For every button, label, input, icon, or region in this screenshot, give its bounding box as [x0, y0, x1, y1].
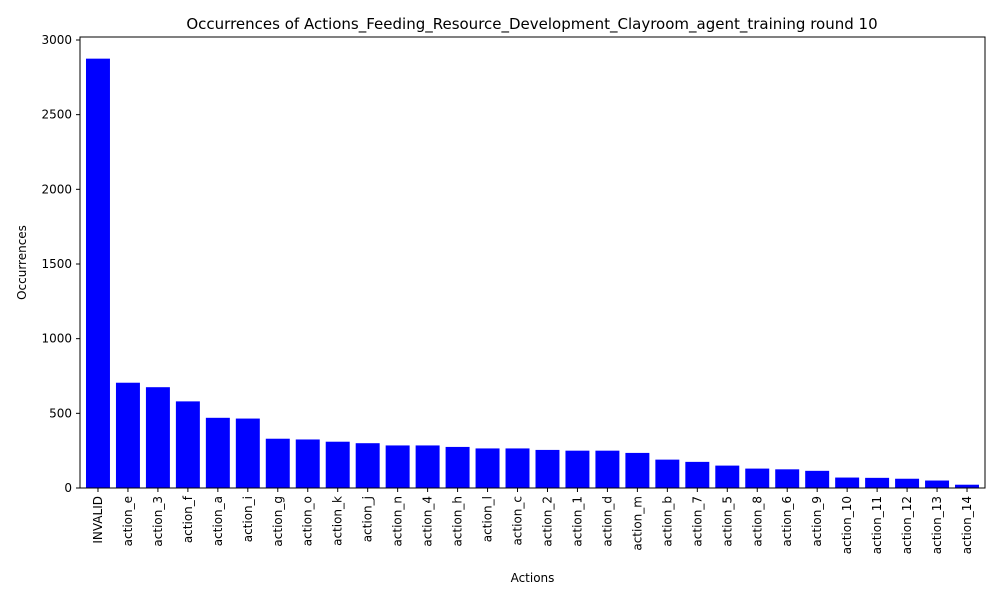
y-tick-label: 2500	[41, 108, 72, 122]
x-tick-label-action_9: action_9	[810, 496, 824, 547]
bar-action_12	[895, 478, 920, 488]
x-tick-label-action_a: action_a	[211, 496, 225, 546]
x-tick-label-action_b: action_b	[660, 496, 674, 547]
bar-action_14	[955, 484, 979, 488]
y-tick-label: 0	[64, 481, 72, 495]
x-tick-label-action_j: action_j	[361, 496, 375, 542]
bar-action_l	[475, 448, 500, 488]
bar-action_5	[715, 465, 740, 488]
x-axis-ticks: INVALID action_e action_3 action_f action_a a…	[91, 488, 974, 554]
bar-action_e	[115, 382, 140, 488]
x-tick-label-action_o: action_o	[301, 496, 315, 546]
bar-action_a	[205, 417, 230, 488]
x-tick-label-action_12: action_12	[900, 496, 914, 554]
bar-action_c	[505, 448, 530, 488]
bar-action_j	[355, 443, 380, 488]
y-tick-label: 1500	[41, 257, 72, 271]
bar-action_13	[925, 480, 950, 488]
x-tick-label-action_14: action_14	[960, 496, 974, 554]
x-tick-label-action_m: action_m	[630, 496, 644, 551]
plot-frame	[79, 36, 986, 489]
x-tick-label-action_e: action_e	[121, 496, 135, 546]
x-tick-label-action_c: action_c	[511, 496, 525, 546]
x-axis-label: Actions	[511, 571, 555, 585]
x-tick-label-action_d: action_d	[600, 496, 614, 547]
x-tick-label-action_4: action_4	[421, 496, 435, 547]
bar-action_f	[175, 401, 200, 488]
y-tick-label: 1000	[41, 332, 72, 346]
bar-action_7	[685, 461, 710, 488]
x-tick-label-action_i: action_i	[241, 496, 255, 542]
x-tick-label-action_f: action_f	[181, 495, 195, 543]
bar-action_10	[835, 477, 860, 488]
bar-action_h	[445, 446, 470, 488]
x-tick-label-action_3: action_3	[151, 496, 165, 547]
bar-action_g	[265, 438, 290, 488]
bar-action_n	[385, 445, 410, 488]
bar-action_i	[235, 418, 260, 488]
x-tick-label-action_11: action_11	[870, 496, 884, 554]
bar-action_b	[655, 459, 680, 488]
chart-title: Occurrences of Actions_Feeding_Resource_…	[186, 15, 877, 34]
x-tick-label-action_g: action_g	[271, 496, 285, 547]
bars-group	[85, 58, 979, 489]
bar-action_m	[625, 452, 650, 488]
bar-action_o	[295, 439, 320, 488]
bar-INVALID	[85, 58, 110, 489]
y-tick-label: 500	[49, 406, 72, 420]
x-tick-label-action_1: action_1	[570, 496, 584, 547]
x-tick-label-action_10: action_10	[840, 496, 854, 554]
y-axis-ticks: 0 500 1000 1500 2000 2500 3000	[41, 33, 80, 495]
bar-action_4	[415, 445, 440, 488]
x-tick-label-action_13: action_13	[930, 496, 944, 554]
bar-action_2	[535, 449, 560, 488]
y-tick-label: 2000	[41, 182, 72, 196]
bar-action_1	[565, 450, 590, 488]
bar-action_k	[325, 441, 350, 488]
x-tick-label-action_8: action_8	[750, 496, 764, 547]
bar-action_d	[595, 450, 620, 488]
x-tick-label-INVALID: INVALID	[91, 496, 105, 544]
x-tick-label-action_l: action_l	[481, 496, 495, 542]
bar-action_8	[745, 468, 770, 488]
x-tick-label-action_k: action_k	[331, 496, 345, 546]
bar-action_3	[145, 387, 170, 488]
y-axis-label: Occurrences	[15, 225, 29, 300]
x-tick-label-action_7: action_7	[690, 496, 704, 547]
y-tick-label: 3000	[41, 33, 72, 47]
x-tick-label-action_6: action_6	[780, 496, 794, 547]
bar-action_6	[775, 469, 800, 488]
x-tick-label-action_5: action_5	[720, 496, 734, 547]
bar-action_11	[865, 477, 890, 488]
bar-action_9	[805, 470, 830, 488]
x-tick-label-action_n: action_n	[391, 496, 405, 547]
x-tick-label-action_h: action_h	[451, 496, 465, 547]
x-tick-label-action_2: action_2	[540, 496, 554, 547]
